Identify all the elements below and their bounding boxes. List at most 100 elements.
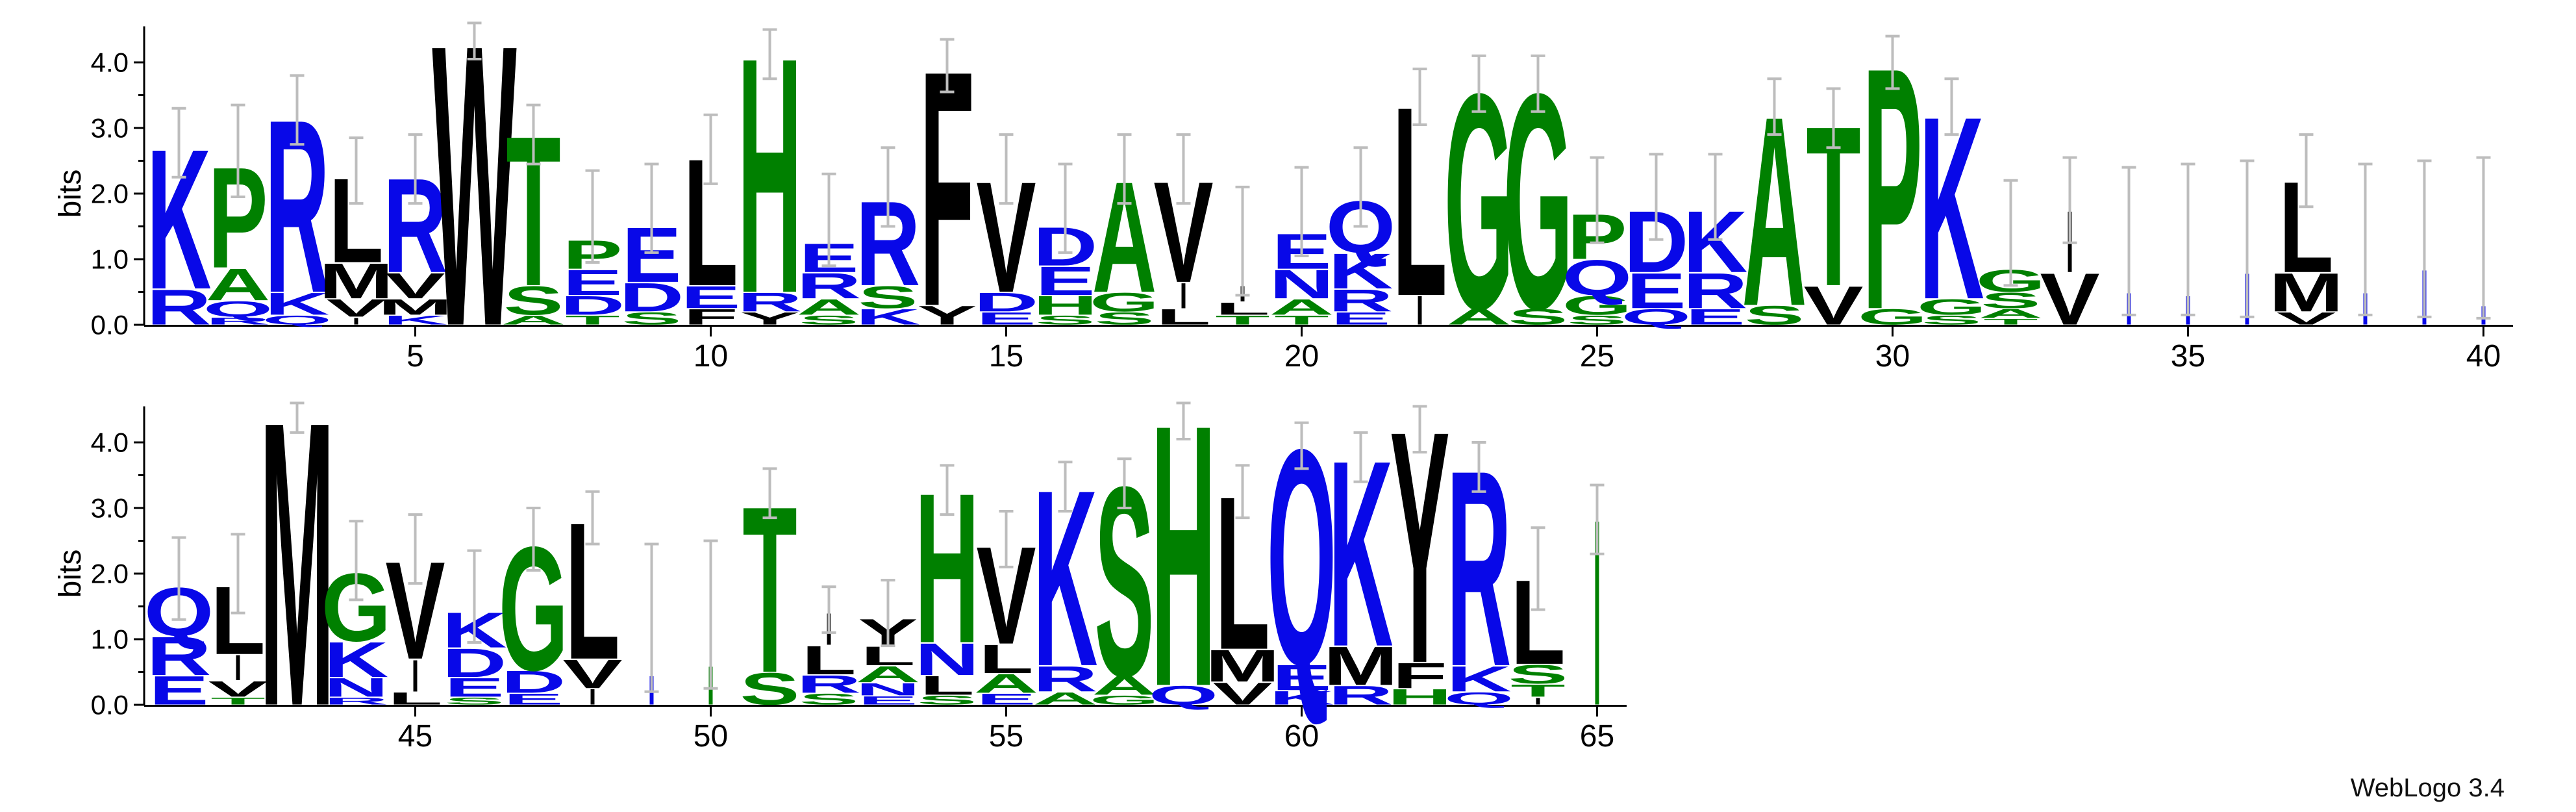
logo-letter: R <box>797 266 862 306</box>
logo-letter: S <box>799 691 858 708</box>
error-bar <box>1235 185 1250 297</box>
logo-letter: K <box>856 305 921 329</box>
y-tick-label: 2.0 <box>91 179 129 209</box>
logo-letter: E <box>1331 309 1390 329</box>
logo-letter: G <box>1562 290 1632 320</box>
error-bar <box>2417 159 2432 318</box>
error-bar <box>526 507 541 572</box>
logo-letter: R <box>797 670 862 698</box>
logo-letter: R <box>1329 283 1394 318</box>
error-bar <box>585 169 600 264</box>
logo-letter: M <box>1323 635 1398 696</box>
error-bar <box>349 136 364 205</box>
error-bar <box>1117 133 1132 205</box>
logo-letter: A <box>501 313 566 327</box>
error-bar <box>821 172 836 268</box>
logo-letter: R <box>1033 659 1098 700</box>
error-bar <box>940 464 955 516</box>
logo-letter: S <box>917 693 977 707</box>
error-bar <box>644 542 659 693</box>
logo-letter: E <box>1035 258 1095 303</box>
logo-letter: M <box>319 253 394 309</box>
logo-letter: E <box>444 672 504 702</box>
axes <box>134 406 1627 717</box>
error-bar <box>762 467 777 520</box>
logo-letter: A <box>974 668 1039 698</box>
logo-letter: R <box>206 316 271 327</box>
logo-letter: I <box>412 651 419 702</box>
logo-letter: V <box>2276 309 2336 329</box>
logo-letter: H <box>1033 290 1098 320</box>
y-axis-title: bits <box>53 170 88 218</box>
error-bar <box>408 133 423 205</box>
logo-letter: Q <box>1621 305 1691 329</box>
logo-letter: E <box>1626 262 1686 318</box>
logo-letter: M <box>1205 641 1280 691</box>
logo-letter: E <box>1271 658 1331 698</box>
logo-letter: I <box>234 648 242 688</box>
y-tick-label: 0.0 <box>91 690 129 720</box>
logo-letter: T <box>565 313 619 327</box>
logo-letter: S <box>503 278 563 324</box>
logo-letter: S <box>858 279 918 314</box>
logo-letter: N <box>324 672 389 702</box>
error-bar <box>1590 483 1605 555</box>
error-bar <box>1412 68 1427 126</box>
logo-letter: E <box>503 691 563 708</box>
logo-letter: A <box>1269 295 1334 320</box>
logo-letter: H <box>1388 685 1453 709</box>
error-bar <box>2299 133 2314 209</box>
logo-letter: K <box>1269 687 1334 709</box>
watermark: WebLogo 3.4 <box>2350 774 2505 802</box>
logo-letter: S <box>1744 300 1804 330</box>
error-bar <box>1885 34 1900 90</box>
logo-letter: R <box>147 279 212 335</box>
y-tick-label: 3.0 <box>91 113 129 144</box>
x-tick-label: 10 <box>694 339 728 374</box>
logo-letter: S <box>1508 659 1568 689</box>
logo-letter: V <box>385 266 445 306</box>
logo-letter: S <box>1921 313 1981 327</box>
logo-letter: A <box>797 295 862 320</box>
y-tick-label: 0.0 <box>91 310 129 340</box>
error-bar <box>467 549 482 644</box>
logo-letter: N <box>915 634 980 685</box>
logo-letter: T <box>1510 681 1565 700</box>
error-bar <box>1767 77 1782 136</box>
logo-letter: E <box>976 309 1036 329</box>
logo-letter: K <box>1447 659 1512 700</box>
logo-letter: T <box>1215 313 1269 327</box>
logo-letter: F <box>683 305 738 329</box>
logo-letter: R <box>1683 262 1748 318</box>
logo-letter: Q <box>1444 689 1514 709</box>
logo-letter: F <box>1392 656 1447 696</box>
logo-letter: A <box>1033 689 1098 709</box>
logo-letter: I <box>353 316 360 327</box>
logo-letter: L <box>919 670 974 700</box>
error-bar <box>703 539 718 690</box>
logo-letter: T <box>210 696 265 707</box>
logo-letter: K <box>1329 243 1394 299</box>
error-bar <box>1944 77 1959 136</box>
logo-letter: A <box>1447 305 1512 329</box>
logo-letter: Y <box>740 309 799 329</box>
error-bar <box>1294 421 1309 470</box>
x-tick-label: 60 <box>1284 719 1319 754</box>
logo-letter: V <box>1212 676 1272 711</box>
logo-letter: L <box>979 636 1033 681</box>
logo-letter: D <box>619 274 684 320</box>
logo-letter: D <box>501 664 566 699</box>
logo-letter: A <box>1092 670 1157 700</box>
logo-letter: S <box>1567 313 1627 327</box>
error-bar <box>644 162 659 254</box>
logo-letter: S <box>1094 309 1154 329</box>
y-axis-title: bits <box>53 550 88 598</box>
error-bar <box>467 21 482 60</box>
logo-letter: M <box>2269 262 2344 323</box>
error-bar <box>2121 166 2136 316</box>
